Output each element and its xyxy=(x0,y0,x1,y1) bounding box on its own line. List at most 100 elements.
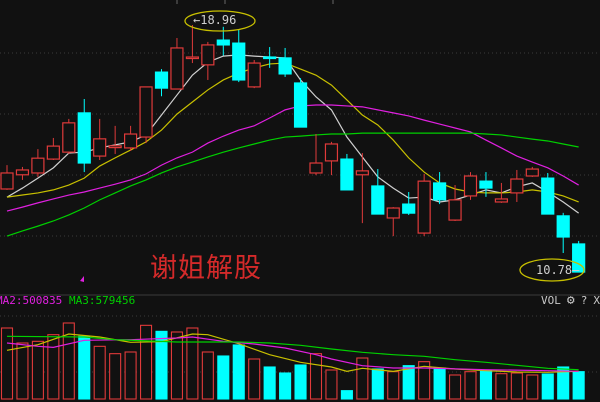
volume-bar xyxy=(217,355,230,400)
volume-bar xyxy=(418,361,431,400)
candle-body xyxy=(340,158,354,191)
volume-bar xyxy=(448,374,462,400)
candle xyxy=(463,172,478,200)
volume-bar xyxy=(402,365,415,400)
candle xyxy=(355,153,369,224)
candle-body xyxy=(247,62,261,88)
candle xyxy=(510,169,524,202)
candle xyxy=(108,125,122,154)
candle-body xyxy=(556,215,570,238)
volume-bar xyxy=(371,368,384,400)
candle xyxy=(201,41,215,80)
vol-indicator-button[interactable]: VOL xyxy=(541,294,561,307)
volume-bar xyxy=(155,330,168,400)
candle xyxy=(293,78,308,128)
volume-toolbar: VOL ⚙ ? X xyxy=(541,293,600,308)
candle-body xyxy=(386,207,400,219)
candle xyxy=(170,37,184,90)
volume-bar xyxy=(387,371,400,400)
candle xyxy=(0,165,14,190)
candle-body xyxy=(46,145,60,160)
volume-bar xyxy=(201,351,214,400)
candle-body xyxy=(494,198,508,203)
candle xyxy=(62,118,76,154)
volume-bar xyxy=(309,353,323,400)
candle xyxy=(386,207,400,237)
volume-bar xyxy=(325,369,338,400)
candle-body xyxy=(0,172,14,190)
candle xyxy=(433,172,447,205)
volume-bar xyxy=(109,353,122,400)
volume-bar xyxy=(356,357,369,400)
volume-bar xyxy=(541,373,554,400)
candle xyxy=(77,98,91,173)
candle-body xyxy=(541,177,555,215)
candle-body xyxy=(15,169,30,176)
candle xyxy=(247,60,261,89)
candle-body xyxy=(170,47,184,90)
ma10-line xyxy=(6,62,579,203)
candle-body xyxy=(510,178,524,194)
volume-bar xyxy=(464,371,477,400)
candle-body xyxy=(93,138,107,157)
candle-body xyxy=(216,39,230,46)
candle-body xyxy=(77,112,91,164)
candle-body xyxy=(309,162,323,174)
volume-bar xyxy=(572,371,585,400)
volume-bar xyxy=(248,358,261,400)
volume-bar xyxy=(510,372,523,400)
candle-body xyxy=(31,157,45,174)
volume-bar xyxy=(294,364,307,400)
volume-bars xyxy=(0,322,585,400)
candle xyxy=(263,47,277,68)
candle-body xyxy=(154,71,169,89)
volume-bar xyxy=(170,331,183,400)
candle-body xyxy=(479,180,493,189)
close-button[interactable]: X xyxy=(593,294,600,307)
candle xyxy=(402,192,416,215)
volume-bar xyxy=(62,322,75,400)
high-price-label: ←18.96 xyxy=(193,13,237,27)
candle xyxy=(139,86,153,144)
candle-body xyxy=(463,175,478,197)
volume-bar xyxy=(186,327,199,400)
candle xyxy=(479,172,493,197)
low-annotation-ellipse xyxy=(519,258,585,282)
candle-body xyxy=(123,133,138,149)
candle xyxy=(15,166,30,180)
candle xyxy=(185,25,199,64)
candle xyxy=(46,137,60,160)
ma2-label: MA2:500835 xyxy=(0,294,63,307)
candle xyxy=(216,26,230,56)
volume-bar xyxy=(31,340,44,400)
volume-bar xyxy=(78,335,91,400)
candle xyxy=(93,118,107,160)
candle-body xyxy=(185,56,199,60)
volume-bar xyxy=(16,342,29,400)
candle-body xyxy=(448,199,462,221)
ma2-volume-line xyxy=(6,336,579,372)
high-annotation-ellipse xyxy=(184,10,256,32)
candle-body xyxy=(293,82,308,128)
volume-ma-lines xyxy=(6,333,579,373)
volume-bar xyxy=(140,324,153,400)
candle xyxy=(448,185,462,221)
candle xyxy=(525,166,539,177)
candle xyxy=(232,29,246,83)
candle-body xyxy=(108,145,122,149)
ma60-line xyxy=(6,132,579,237)
candle-body xyxy=(525,168,539,177)
ma3-label: MA3:579456 xyxy=(69,294,136,307)
low-price-value: 10.78 xyxy=(536,263,573,277)
ma20-line xyxy=(6,104,579,212)
candle-body xyxy=(201,44,215,66)
gear-icon[interactable]: ⚙ xyxy=(566,293,575,308)
candle xyxy=(556,212,570,254)
help-button[interactable]: ? xyxy=(580,294,588,307)
candle-body xyxy=(62,122,76,153)
candle-body xyxy=(355,170,369,176)
candle-body xyxy=(324,143,339,162)
volume-bar xyxy=(340,390,353,400)
